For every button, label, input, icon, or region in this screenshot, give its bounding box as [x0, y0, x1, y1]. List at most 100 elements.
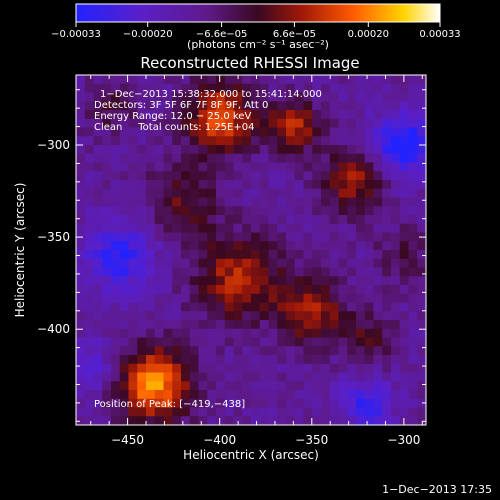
heatmap-cell: [128, 398, 138, 408]
heatmap-cell: [172, 145, 182, 155]
heatmap-cell: [347, 398, 357, 408]
heatmap-cell: [303, 206, 313, 216]
heatmap-cell: [137, 110, 147, 120]
heatmap-cell: [382, 355, 392, 365]
heatmap-cell: [329, 355, 339, 365]
heatmap-cell: [259, 197, 269, 207]
heatmap-cell: [277, 258, 287, 268]
heatmap-cell: [102, 381, 112, 391]
heatmap-cell: [347, 258, 357, 268]
heatmap-cell: [163, 285, 173, 295]
heatmap-cell: [224, 241, 234, 251]
heatmap-cell: [391, 398, 401, 408]
heatmap-cell: [163, 145, 173, 155]
heatmap-cell: [294, 328, 304, 338]
heatmap-cell: [399, 118, 409, 128]
heatmap-cell: [119, 276, 129, 286]
heatmap-cell: [286, 188, 296, 198]
heatmap-cell: [76, 118, 86, 128]
heatmap-cell: [373, 92, 383, 102]
heatmap-cell: [391, 241, 401, 251]
heatmap-cell: [294, 171, 304, 181]
heatmap-cell: [338, 320, 348, 330]
heatmap-cell: [356, 276, 366, 286]
heatmap-cell: [286, 206, 296, 216]
heatmap-cell: [286, 110, 296, 120]
heatmap-cell: [137, 285, 147, 295]
heatmap-cell: [224, 92, 234, 102]
heatmap-cell: [356, 390, 366, 400]
heatmap-cell: [216, 416, 226, 426]
heatmap-cell: [224, 320, 234, 330]
heatmap-cell: [181, 293, 191, 303]
heatmap-cell: [119, 250, 129, 260]
heatmap-cell: [181, 250, 191, 260]
heatmap-cell: [128, 390, 138, 400]
heatmap-cell: [172, 293, 182, 303]
heatmap-cell: [111, 390, 121, 400]
heatmap-cell: [111, 127, 121, 137]
heatmap-cell: [329, 188, 339, 198]
heatmap-cell: [399, 250, 409, 260]
heatmap-cell: [207, 285, 217, 295]
heatmap-cell: [224, 145, 234, 155]
heatmap-cell: [242, 153, 252, 163]
y-tick-label: −300: [37, 138, 70, 152]
heatmap-cell: [259, 381, 269, 391]
heatmap-cell: [189, 83, 199, 93]
y-tick-label: −350: [37, 230, 70, 244]
heatmap-cell: [391, 258, 401, 268]
heatmap-cell: [268, 328, 278, 338]
heatmap-cell: [347, 390, 357, 400]
heatmap-cell: [189, 390, 199, 400]
heatmap-cell: [373, 188, 383, 198]
heatmap-cell: [277, 215, 287, 225]
heatmap-cell: [321, 127, 331, 137]
y-axis-label: Heliocentric Y (arcsec): [13, 183, 27, 318]
heatmap-cell: [329, 285, 339, 295]
heatmap-cell: [93, 276, 103, 286]
heatmap-cell: [399, 337, 409, 347]
heatmap-cell: [189, 407, 199, 417]
heatmap-cell: [146, 250, 156, 260]
heatmap-cell: [216, 363, 226, 373]
heatmap-cell: [382, 328, 392, 338]
heatmap-cell: [172, 223, 182, 233]
heatmap-cell: [303, 188, 313, 198]
heatmap-cell: [242, 390, 252, 400]
heatmap-cell: [347, 337, 357, 347]
heatmap-cell: [172, 355, 182, 365]
heatmap-cell: [417, 293, 427, 303]
heatmap-cell: [356, 241, 366, 251]
heatmap-cell: [198, 145, 208, 155]
heatmap-cell: [364, 363, 374, 373]
heatmap-cell: [181, 302, 191, 312]
heatmap-cell: [373, 355, 383, 365]
x-tick-label: −450: [111, 433, 144, 447]
heatmap-cell: [399, 206, 409, 216]
heatmap-cell: [329, 232, 339, 242]
heatmap-cell: [321, 311, 331, 321]
heatmap-cell: [294, 416, 304, 426]
heatmap-cell: [417, 241, 427, 251]
heatmap-cell: [137, 136, 147, 146]
heatmap-cell: [163, 110, 173, 120]
heatmap-cell: [259, 250, 269, 260]
heatmap-cell: [417, 215, 427, 225]
heatmap-cell: [119, 267, 129, 277]
heatmap-cell: [347, 276, 357, 286]
heatmap-cell: [294, 398, 304, 408]
heatmap-cell: [146, 346, 156, 356]
heatmap-cell: [251, 258, 261, 268]
heatmap-cell: [128, 206, 138, 216]
heatmap-cell: [137, 302, 147, 312]
heatmap: [76, 75, 427, 426]
heatmap-cell: [347, 197, 357, 207]
heatmap-cell: [76, 328, 86, 338]
heatmap-cell: [417, 311, 427, 321]
heatmap-cell: [198, 337, 208, 347]
heatmap-cell: [294, 285, 304, 295]
heatmap-cell: [207, 145, 217, 155]
heatmap-cell: [312, 311, 322, 321]
heatmap-cell: [172, 153, 182, 163]
